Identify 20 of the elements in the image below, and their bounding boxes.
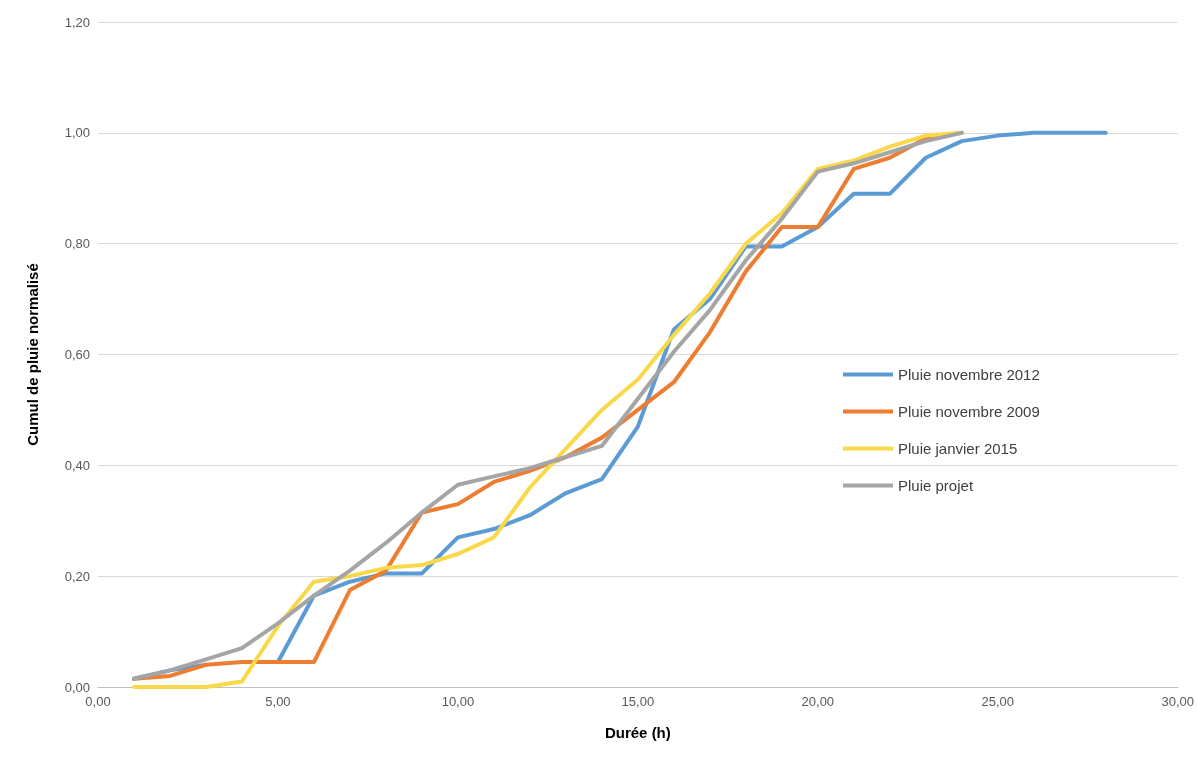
y-tick-label: 0,00 bbox=[64, 679, 90, 695]
y-tick-label: 0,60 bbox=[64, 347, 90, 362]
x-tick-label: 25,00 bbox=[981, 694, 1015, 709]
y-tick-label: 0,20 bbox=[64, 568, 90, 584]
legend-label: Pluie projet bbox=[898, 477, 974, 494]
x-tick-label: 15,00 bbox=[621, 694, 655, 709]
y-tick-label: 0,80 bbox=[64, 236, 90, 252]
legend-label: Pluie novembre 2012 bbox=[898, 366, 1040, 383]
y-tick-label: 1,00 bbox=[64, 125, 90, 141]
y-axis-title: Cumul de pluie normalisé bbox=[24, 263, 41, 446]
x-tick-label: 20,00 bbox=[801, 694, 835, 709]
x-tick-label: 30,00 bbox=[1161, 694, 1195, 709]
legend-label: Pluie janvier 2015 bbox=[898, 440, 1018, 457]
x-tick-label: 10,00 bbox=[441, 694, 475, 709]
y-tick-label: 1,20 bbox=[64, 14, 90, 30]
x-tick-label: 0,00 bbox=[85, 694, 111, 709]
legend-label: Pluie novembre 2009 bbox=[898, 403, 1040, 420]
y-tick-label: 0,40 bbox=[64, 457, 90, 473]
x-axis-title: Durée (h) bbox=[604, 724, 671, 741]
x-tick-label: 5,00 bbox=[265, 694, 291, 709]
